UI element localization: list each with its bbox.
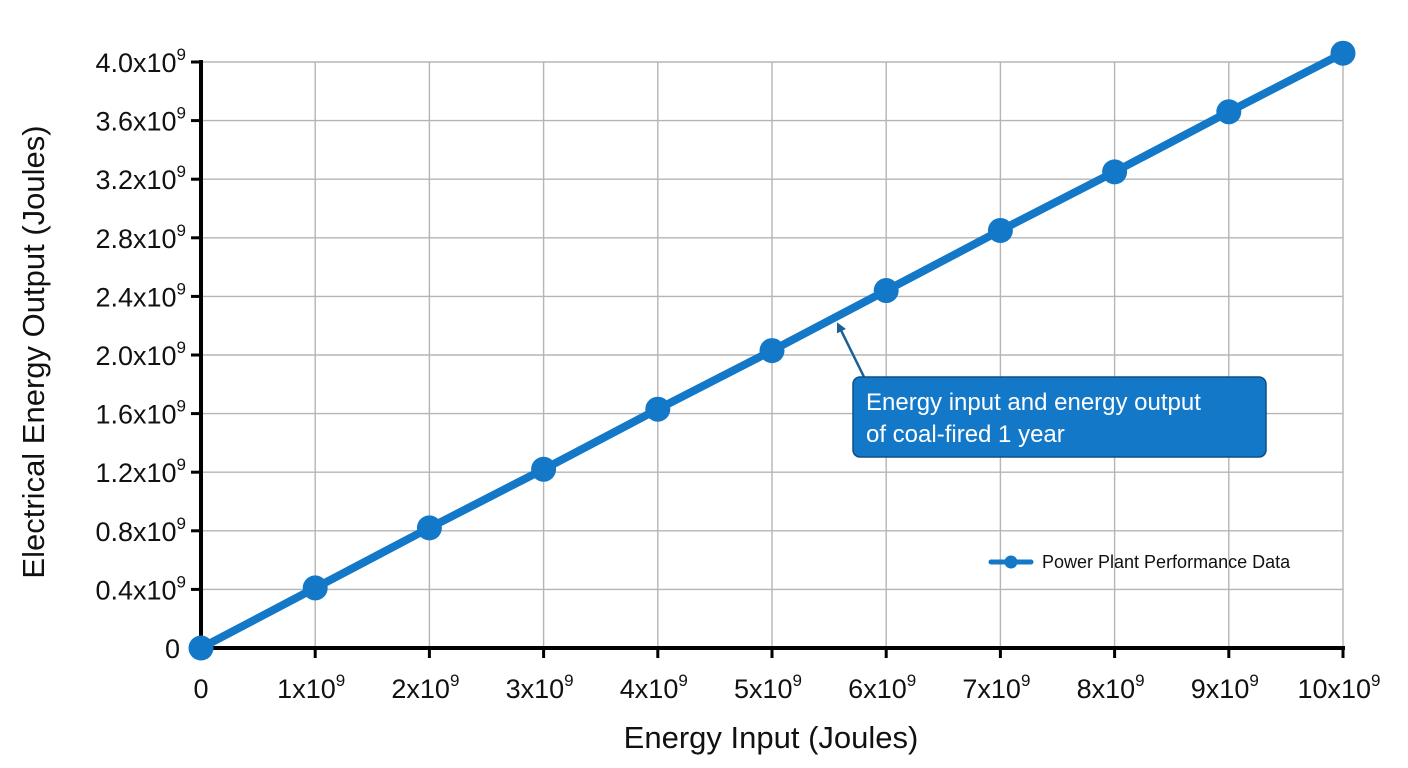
y-tick-label-7-base: 2.8x10 xyxy=(95,224,176,254)
x-tick-label-3: 3x109 xyxy=(506,671,574,704)
y-tick-label-9-base: 3.6x10 xyxy=(95,107,176,137)
x-tick-label-5: 5x109 xyxy=(734,671,802,704)
data-point-9 xyxy=(1216,99,1242,125)
y-tick-label-1: 0.4x109 xyxy=(95,572,186,605)
x-tick-label-10-base: 10x10 xyxy=(1297,674,1371,704)
axes xyxy=(191,60,1345,658)
x-tick-label-9-base: 9x10 xyxy=(1191,674,1250,704)
y-tick-label-9: 3.6x109 xyxy=(95,104,186,137)
x-tick-label-4-exp: 9 xyxy=(678,671,687,690)
y-tick-label-4-exp: 9 xyxy=(177,397,186,416)
y-tick-label-5-exp: 9 xyxy=(177,338,186,357)
x-tick-label-5-base: 5x10 xyxy=(734,674,793,704)
x-tick-label-10-exp: 9 xyxy=(1371,671,1380,690)
y-tick-label-8-exp: 9 xyxy=(177,162,186,181)
legend-entry-0: Power Plant Performance Data xyxy=(1042,552,1291,572)
data-point-7 xyxy=(987,217,1013,243)
y-tick-label-4-base: 1.6x10 xyxy=(95,400,176,430)
x-tick-label-6-exp: 9 xyxy=(907,671,916,690)
legend: Power Plant Performance Data xyxy=(988,552,1291,572)
y-tick-label-5: 2.0x109 xyxy=(95,338,186,371)
x-tick-labels: 0 1x109 2x109 3x109 4x109 5x109 6x109 7x109 8x10… xyxy=(193,671,1380,704)
annotation-box xyxy=(852,376,1267,458)
x-tick-label-9: 9x109 xyxy=(1191,671,1259,704)
data-point-0 xyxy=(188,635,214,661)
data-point-8 xyxy=(1102,159,1128,185)
y-tick-label-10: 4.0x109 xyxy=(95,45,186,78)
x-tick-label-7: 7x109 xyxy=(962,671,1030,704)
x-tick-label-9-exp: 9 xyxy=(1249,671,1258,690)
y-axis-label: Electrical Energy Output (Joules) xyxy=(16,125,51,578)
y-tick-label-1-exp: 9 xyxy=(177,572,186,591)
x-tick-label-7-base: 7x10 xyxy=(962,674,1021,704)
y-tick-label-3-exp: 9 xyxy=(177,455,186,474)
x-tick-label-1: 1x109 xyxy=(277,671,345,704)
x-tick-label-8-exp: 9 xyxy=(1135,671,1144,690)
y-tick-label-5-base: 2.0x10 xyxy=(95,341,176,371)
annotation-line-1: of coal-fired 1 year xyxy=(866,421,1065,448)
y-tick-label-7: 2.8x109 xyxy=(95,221,186,254)
y-tick-label-2-base: 0.8x10 xyxy=(95,517,176,547)
annotation: Energy input and energy output of coal-fi… xyxy=(836,322,1267,458)
y-tick-label-0-base: 0 xyxy=(165,634,180,664)
x-tick-label-0-base: 0 xyxy=(193,674,208,704)
y-tick-label-10-base: 4.0x10 xyxy=(95,48,176,78)
y-tick-label-2-exp: 9 xyxy=(177,514,186,533)
x-tick-label-1-exp: 9 xyxy=(336,671,345,690)
y-tick-label-10-exp: 9 xyxy=(177,45,186,64)
x-tick-label-6-base: 6x10 xyxy=(848,674,907,704)
data-point-3 xyxy=(531,456,557,482)
y-tick-label-2: 0.8x109 xyxy=(95,514,186,547)
data-point-6 xyxy=(873,278,899,304)
y-tick-label-6-exp: 9 xyxy=(177,279,186,298)
data-series xyxy=(188,40,1356,661)
x-tick-label-8-base: 8x10 xyxy=(1077,674,1136,704)
x-tick-label-2: 2x109 xyxy=(391,671,459,704)
y-tick-label-6-base: 2.4x10 xyxy=(95,282,176,312)
y-tick-label-8-base: 3.2x10 xyxy=(95,165,176,195)
x-tick-label-7-exp: 9 xyxy=(1021,671,1030,690)
x-tick-label-8: 8x109 xyxy=(1077,671,1145,704)
x-axis-label: Energy Input (Joules) xyxy=(624,720,919,755)
y-tick-label-0: 0 xyxy=(165,634,180,664)
x-tick-label-1-base: 1x10 xyxy=(277,674,336,704)
y-tick-label-4: 1.6x109 xyxy=(95,397,186,430)
y-tick-label-7-exp: 9 xyxy=(177,221,186,240)
y-tick-label-3-base: 1.2x10 xyxy=(95,458,176,488)
annotation-arrow xyxy=(836,322,868,382)
x-tick-label-0: 0 xyxy=(193,674,208,704)
y-tick-label-3: 1.2x109 xyxy=(95,455,186,488)
y-tick-labels: 00.4x1090.8x1091.2x1091.6x1092.0x1092.4x… xyxy=(95,45,186,664)
x-tick-label-4-base: 4x10 xyxy=(620,674,679,704)
data-point-2 xyxy=(416,515,442,541)
y-tick-label-8: 3.2x109 xyxy=(95,162,186,195)
x-tick-label-2-exp: 9 xyxy=(450,671,459,690)
legend-swatch-marker-0 xyxy=(1004,555,1018,569)
data-point-5 xyxy=(759,338,785,364)
x-tick-label-5-exp: 9 xyxy=(793,671,802,690)
x-tick-label-2-base: 2x10 xyxy=(391,674,450,704)
x-tick-label-6: 6x109 xyxy=(848,671,916,704)
data-point-1 xyxy=(302,575,328,601)
x-tick-label-4: 4x109 xyxy=(620,671,688,704)
y-tick-label-6: 2.4x109 xyxy=(95,279,186,312)
y-tick-label-1-base: 0.4x10 xyxy=(95,575,176,605)
x-tick-label-3-base: 3x10 xyxy=(506,674,565,704)
data-point-10 xyxy=(1330,40,1356,66)
y-tick-label-9-exp: 9 xyxy=(177,104,186,123)
annotation-line-0: Energy input and energy output xyxy=(866,389,1201,416)
x-tick-label-10: 10x109 xyxy=(1297,671,1380,704)
x-tick-label-3-exp: 9 xyxy=(564,671,573,690)
data-point-4 xyxy=(645,396,671,422)
